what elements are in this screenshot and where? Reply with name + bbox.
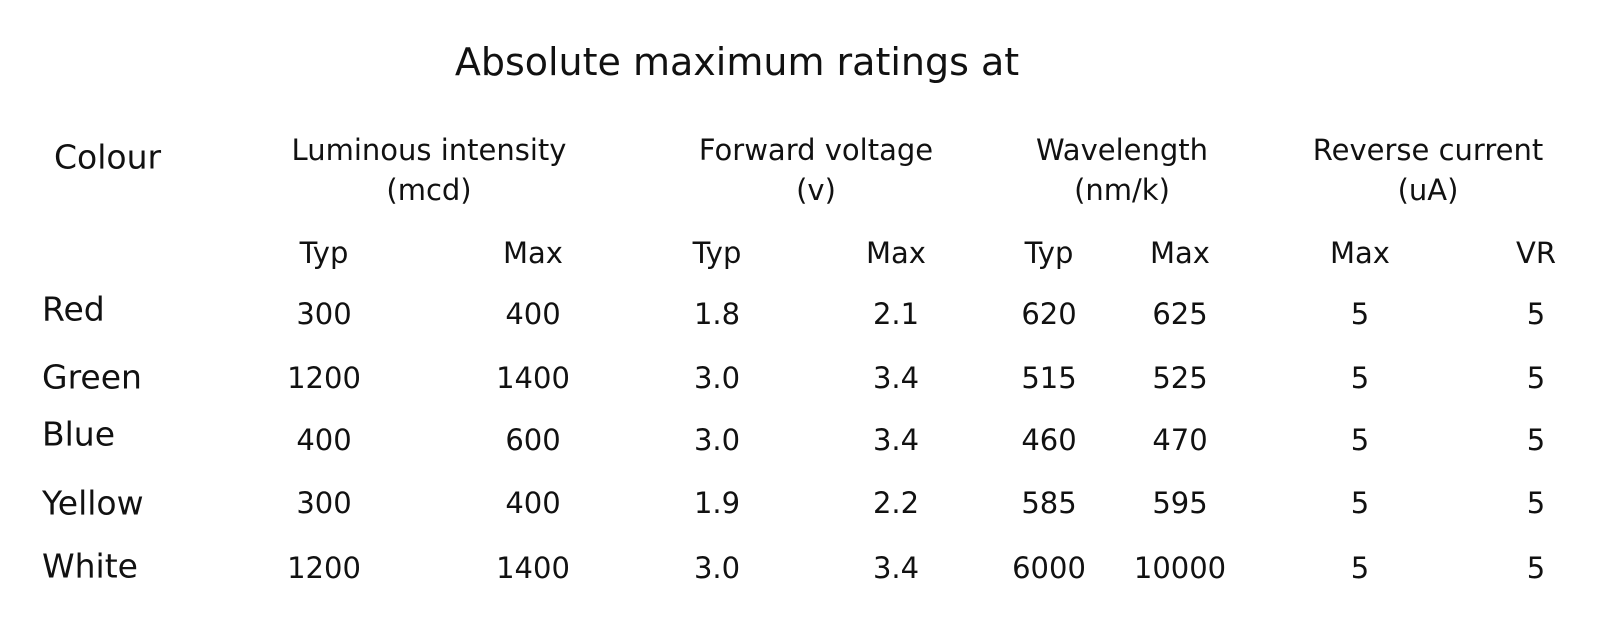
group-unit: (nm/k) [1074,173,1170,207]
cell: 5 [1350,297,1370,331]
cell: 5 [1526,551,1546,585]
cell: 5 [1350,551,1370,585]
cell: 625 [1152,297,1208,331]
row-label: Green [42,357,142,397]
cell: 400 [505,486,561,520]
cell: 400 [505,297,561,331]
row-label: Yellow [42,483,144,523]
group-unit: (mcd) [386,173,472,207]
sub-header: Typ [692,236,742,270]
group-header: Luminous intensity [291,133,567,167]
cell: 525 [1152,361,1208,395]
cell: 595 [1152,486,1208,520]
sub-header: Max [1150,236,1210,270]
cell: 3.4 [872,423,920,457]
cell: 5 [1350,361,1370,395]
cell: 1200 [287,551,361,585]
cell: 5 [1350,486,1370,520]
group-header: Reverse current [1312,133,1544,167]
row-label: White [42,546,138,586]
sub-header: Max [503,236,563,270]
cell: 1.9 [693,486,741,520]
cell: 3.4 [872,361,920,395]
cell: 5 [1526,361,1546,395]
cell: 3.0 [693,551,741,585]
group-unit: (uA) [1397,173,1459,207]
cell: 2.1 [872,297,920,331]
sub-header: Typ [299,236,349,270]
cell: 585 [1021,486,1077,520]
cell: 400 [296,423,352,457]
cell: 600 [505,423,561,457]
cell: 300 [296,486,352,520]
cell: 5 [1526,423,1546,457]
group-header: Forward voltage [698,133,934,167]
cell: 1200 [287,361,361,395]
cell: 6000 [1012,551,1086,585]
cell: 10000 [1133,551,1227,585]
cell: 5 [1526,486,1546,520]
group-header: Wavelength [1035,133,1209,167]
cell: 5 [1526,297,1546,331]
cell: 2.2 [872,486,920,520]
sub-header: VR [1516,236,1556,270]
row-label: Red [42,289,105,329]
cell: 1.8 [693,297,741,331]
sub-header: Max [866,236,926,270]
corner-header: Colour [54,137,162,177]
cell: 1400 [496,551,570,585]
cell: 5 [1350,423,1370,457]
cell: 620 [1021,297,1077,331]
row-label: Blue [42,414,116,454]
cell: 3.4 [872,551,920,585]
cell: 3.0 [693,423,741,457]
cell: 470 [1152,423,1208,457]
cell: 300 [296,297,352,331]
cell: 1400 [496,361,570,395]
cell: 515 [1021,361,1077,395]
cell: 3.0 [693,361,741,395]
sub-header: Typ [1024,236,1074,270]
sub-header: Max [1330,236,1390,270]
group-unit: (v) [796,173,836,207]
title: Absolute maximum ratings at [454,40,1020,84]
cell: 460 [1021,423,1077,457]
